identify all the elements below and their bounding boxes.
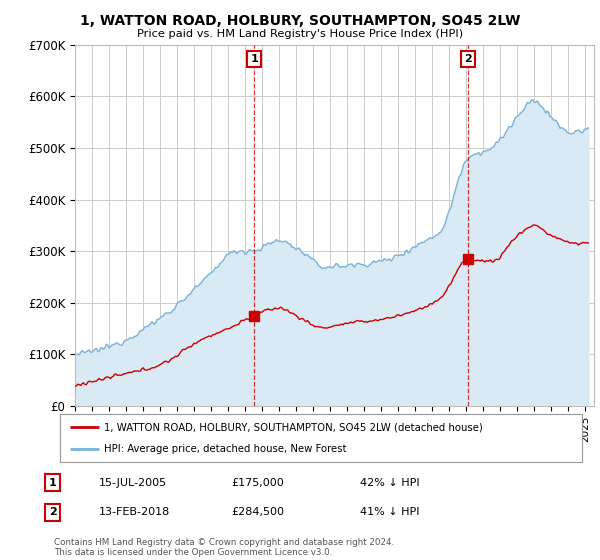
Text: 1: 1 [250,54,258,64]
Text: 1: 1 [49,478,56,488]
Text: 1, WATTON ROAD, HOLBURY, SOUTHAMPTON, SO45 2LW (detached house): 1, WATTON ROAD, HOLBURY, SOUTHAMPTON, SO… [104,422,483,432]
Text: Price paid vs. HM Land Registry's House Price Index (HPI): Price paid vs. HM Land Registry's House … [137,29,463,39]
Text: HPI: Average price, detached house, New Forest: HPI: Average price, detached house, New … [104,444,347,454]
Text: 13-FEB-2018: 13-FEB-2018 [99,507,170,517]
Text: £284,500: £284,500 [231,507,284,517]
Text: £175,000: £175,000 [231,478,284,488]
Text: 15-JUL-2005: 15-JUL-2005 [99,478,167,488]
Text: 2: 2 [464,54,472,64]
Text: Contains HM Land Registry data © Crown copyright and database right 2024.
This d: Contains HM Land Registry data © Crown c… [54,538,394,557]
Text: 2: 2 [49,507,56,517]
Text: 42% ↓ HPI: 42% ↓ HPI [360,478,419,488]
Text: 41% ↓ HPI: 41% ↓ HPI [360,507,419,517]
Text: 1, WATTON ROAD, HOLBURY, SOUTHAMPTON, SO45 2LW: 1, WATTON ROAD, HOLBURY, SOUTHAMPTON, SO… [80,14,520,28]
